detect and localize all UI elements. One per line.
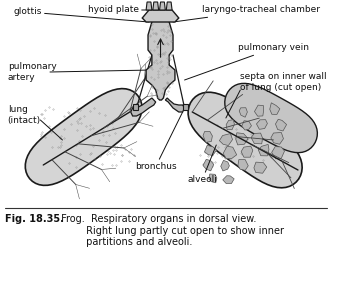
Polygon shape [146, 2, 152, 10]
Polygon shape [238, 160, 248, 170]
Polygon shape [166, 2, 172, 10]
Text: laryngo-tracheal chamber: laryngo-tracheal chamber [173, 5, 320, 22]
Polygon shape [183, 104, 188, 110]
Polygon shape [256, 120, 267, 129]
Text: Fig. 18.35.: Fig. 18.35. [5, 214, 64, 224]
Text: pulmonary vein: pulmonary vein [185, 43, 309, 80]
Text: alveoli: alveoli [187, 145, 217, 184]
Polygon shape [254, 162, 267, 173]
Polygon shape [160, 2, 165, 10]
Polygon shape [258, 144, 269, 156]
Polygon shape [25, 89, 142, 185]
Polygon shape [241, 146, 253, 157]
Polygon shape [236, 133, 248, 145]
Polygon shape [223, 176, 234, 183]
Polygon shape [165, 98, 185, 112]
Polygon shape [221, 160, 229, 171]
Polygon shape [272, 147, 285, 159]
Polygon shape [142, 10, 179, 22]
Polygon shape [239, 108, 247, 117]
Polygon shape [209, 174, 217, 183]
Text: septa on inner wall
of lung (cut open): septa on inner wall of lung (cut open) [240, 72, 327, 92]
Polygon shape [205, 145, 217, 156]
Polygon shape [255, 105, 264, 116]
Polygon shape [225, 84, 317, 153]
Polygon shape [226, 120, 235, 130]
Text: bronchus: bronchus [135, 112, 183, 171]
Polygon shape [146, 18, 175, 100]
Text: lung
(intact): lung (intact) [8, 105, 41, 125]
Polygon shape [203, 159, 214, 171]
Text: glottis: glottis [13, 7, 149, 22]
Polygon shape [188, 92, 302, 188]
Polygon shape [275, 119, 287, 131]
Polygon shape [242, 121, 252, 130]
Text: pulmonary
artery: pulmonary artery [8, 62, 57, 82]
Text: Frog.  Respiratory organs in dorsal view.
         Right lung partly cut open to: Frog. Respiratory organs in dorsal view.… [58, 214, 284, 247]
Polygon shape [251, 133, 263, 144]
Polygon shape [223, 146, 237, 159]
Polygon shape [153, 2, 159, 10]
Polygon shape [219, 134, 233, 145]
Polygon shape [132, 104, 138, 110]
Polygon shape [203, 131, 213, 142]
Polygon shape [270, 103, 280, 114]
Polygon shape [131, 98, 156, 116]
Text: hyoid plate: hyoid plate [88, 5, 159, 14]
Polygon shape [271, 132, 284, 144]
